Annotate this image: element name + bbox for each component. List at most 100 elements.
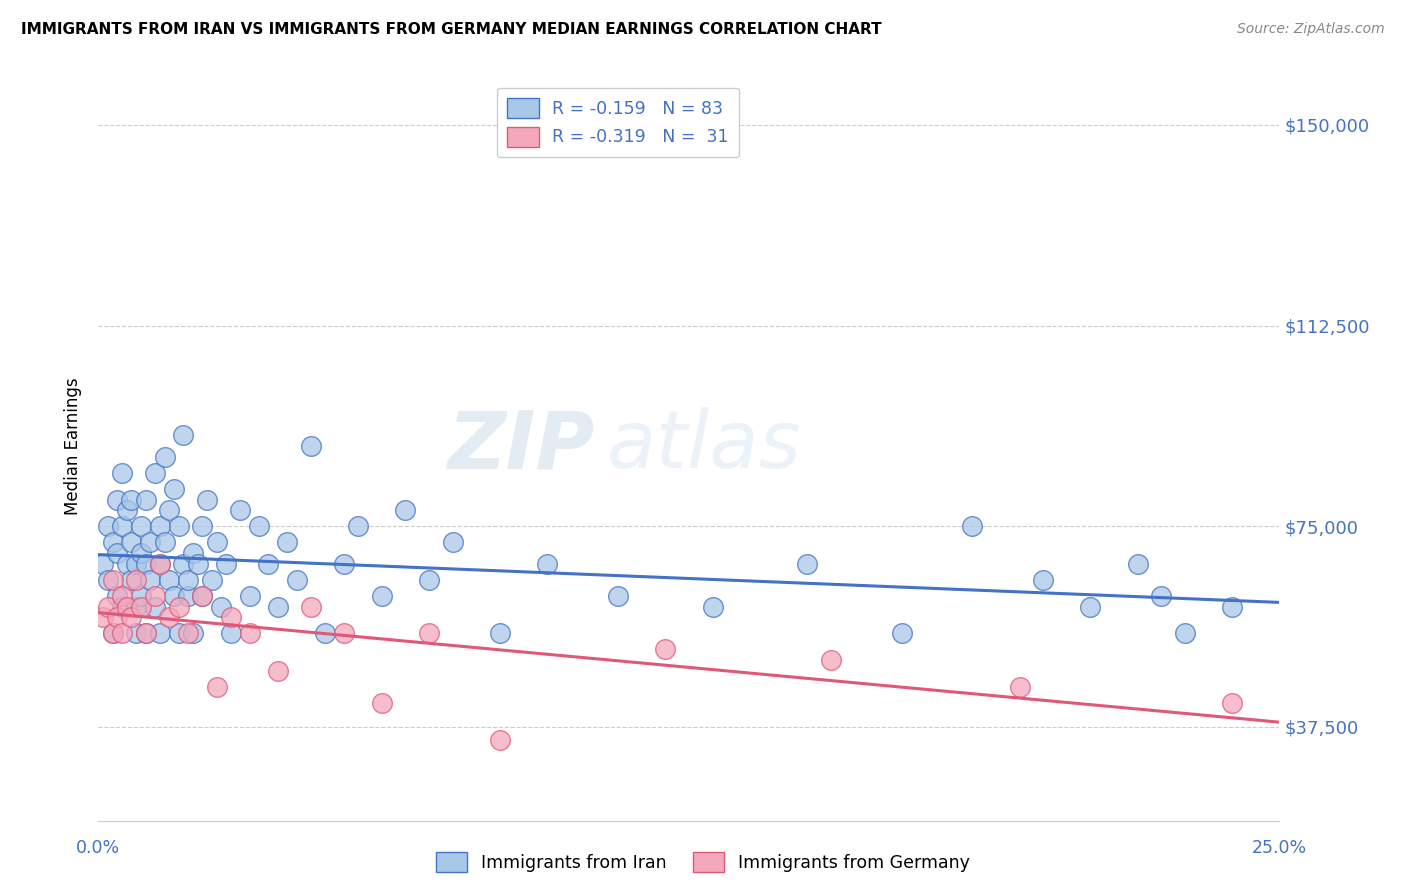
Point: [219, 610, 242, 624]
Point: [129, 546, 152, 560]
Point: [97, 573, 120, 587]
Point: [267, 664, 290, 678]
Point: [201, 573, 224, 587]
Point: [333, 557, 356, 571]
Point: [139, 535, 162, 549]
Point: [143, 589, 166, 603]
Point: [796, 557, 818, 571]
Point: [153, 535, 176, 549]
Point: [105, 610, 128, 624]
Point: [121, 610, 143, 624]
Point: [167, 626, 190, 640]
Point: [890, 626, 912, 640]
Point: [219, 626, 242, 640]
Point: [149, 626, 172, 640]
Point: [167, 599, 190, 614]
Point: [247, 519, 270, 533]
Point: [1126, 557, 1149, 571]
Point: [418, 573, 440, 587]
Point: [143, 466, 166, 480]
Point: [135, 626, 157, 640]
Point: [115, 503, 138, 517]
Point: [149, 519, 172, 533]
Point: [276, 535, 298, 549]
Point: [125, 626, 148, 640]
Point: [205, 680, 228, 694]
Point: [285, 573, 308, 587]
Point: [129, 599, 152, 614]
Point: [101, 535, 124, 549]
Point: [125, 599, 148, 614]
Point: [205, 535, 228, 549]
Point: [177, 573, 200, 587]
Point: [111, 519, 134, 533]
Point: [153, 450, 176, 464]
Point: [149, 557, 172, 571]
Point: [371, 589, 394, 603]
Point: [333, 626, 356, 640]
Point: [1220, 599, 1243, 614]
Point: [163, 482, 186, 496]
Point: [157, 503, 180, 517]
Point: [187, 557, 209, 571]
Point: [115, 599, 138, 614]
Point: [229, 503, 252, 517]
Point: [299, 599, 322, 614]
Point: [314, 626, 336, 640]
Point: [347, 519, 370, 533]
Point: [157, 573, 180, 587]
Point: [418, 626, 440, 640]
Point: [91, 557, 114, 571]
Point: [105, 492, 128, 507]
Point: [209, 599, 232, 614]
Text: atlas: atlas: [606, 407, 801, 485]
Point: [115, 557, 138, 571]
Point: [157, 610, 180, 624]
Point: [111, 626, 134, 640]
Point: [257, 557, 280, 571]
Point: [195, 492, 218, 507]
Y-axis label: Median Earnings: Median Earnings: [65, 377, 83, 515]
Point: [536, 557, 558, 571]
Point: [105, 546, 128, 560]
Point: [163, 589, 186, 603]
Point: [489, 626, 512, 640]
Text: IMMIGRANTS FROM IRAN VS IMMIGRANTS FROM GERMANY MEDIAN EARNINGS CORRELATION CHAR: IMMIGRANTS FROM IRAN VS IMMIGRANTS FROM …: [21, 22, 882, 37]
Point: [654, 642, 676, 657]
Point: [121, 573, 143, 587]
Point: [125, 573, 148, 587]
Point: [172, 428, 194, 442]
Point: [1174, 626, 1197, 640]
Point: [135, 492, 157, 507]
Point: [129, 519, 152, 533]
Text: 25.0%: 25.0%: [1251, 839, 1308, 857]
Point: [441, 535, 464, 549]
Point: [239, 589, 262, 603]
Text: ZIP: ZIP: [447, 407, 595, 485]
Point: [121, 492, 143, 507]
Point: [135, 557, 157, 571]
Point: [149, 557, 172, 571]
Point: [111, 589, 134, 603]
Point: [299, 439, 322, 453]
Point: [172, 557, 194, 571]
Point: [181, 626, 204, 640]
Point: [181, 546, 204, 560]
Point: [143, 599, 166, 614]
Point: [101, 626, 124, 640]
Point: [91, 610, 114, 624]
Point: [1080, 599, 1102, 614]
Point: [394, 503, 416, 517]
Point: [267, 599, 290, 614]
Text: 0.0%: 0.0%: [76, 839, 121, 857]
Legend: Immigrants from Iran, Immigrants from Germany: Immigrants from Iran, Immigrants from Ge…: [429, 845, 977, 879]
Point: [111, 599, 134, 614]
Legend: R = -0.159   N = 83, R = -0.319   N =  31: R = -0.159 N = 83, R = -0.319 N = 31: [496, 87, 740, 157]
Point: [1032, 573, 1054, 587]
Point: [1008, 680, 1031, 694]
Point: [111, 466, 134, 480]
Point: [121, 535, 143, 549]
Point: [125, 557, 148, 571]
Point: [97, 519, 120, 533]
Point: [177, 589, 200, 603]
